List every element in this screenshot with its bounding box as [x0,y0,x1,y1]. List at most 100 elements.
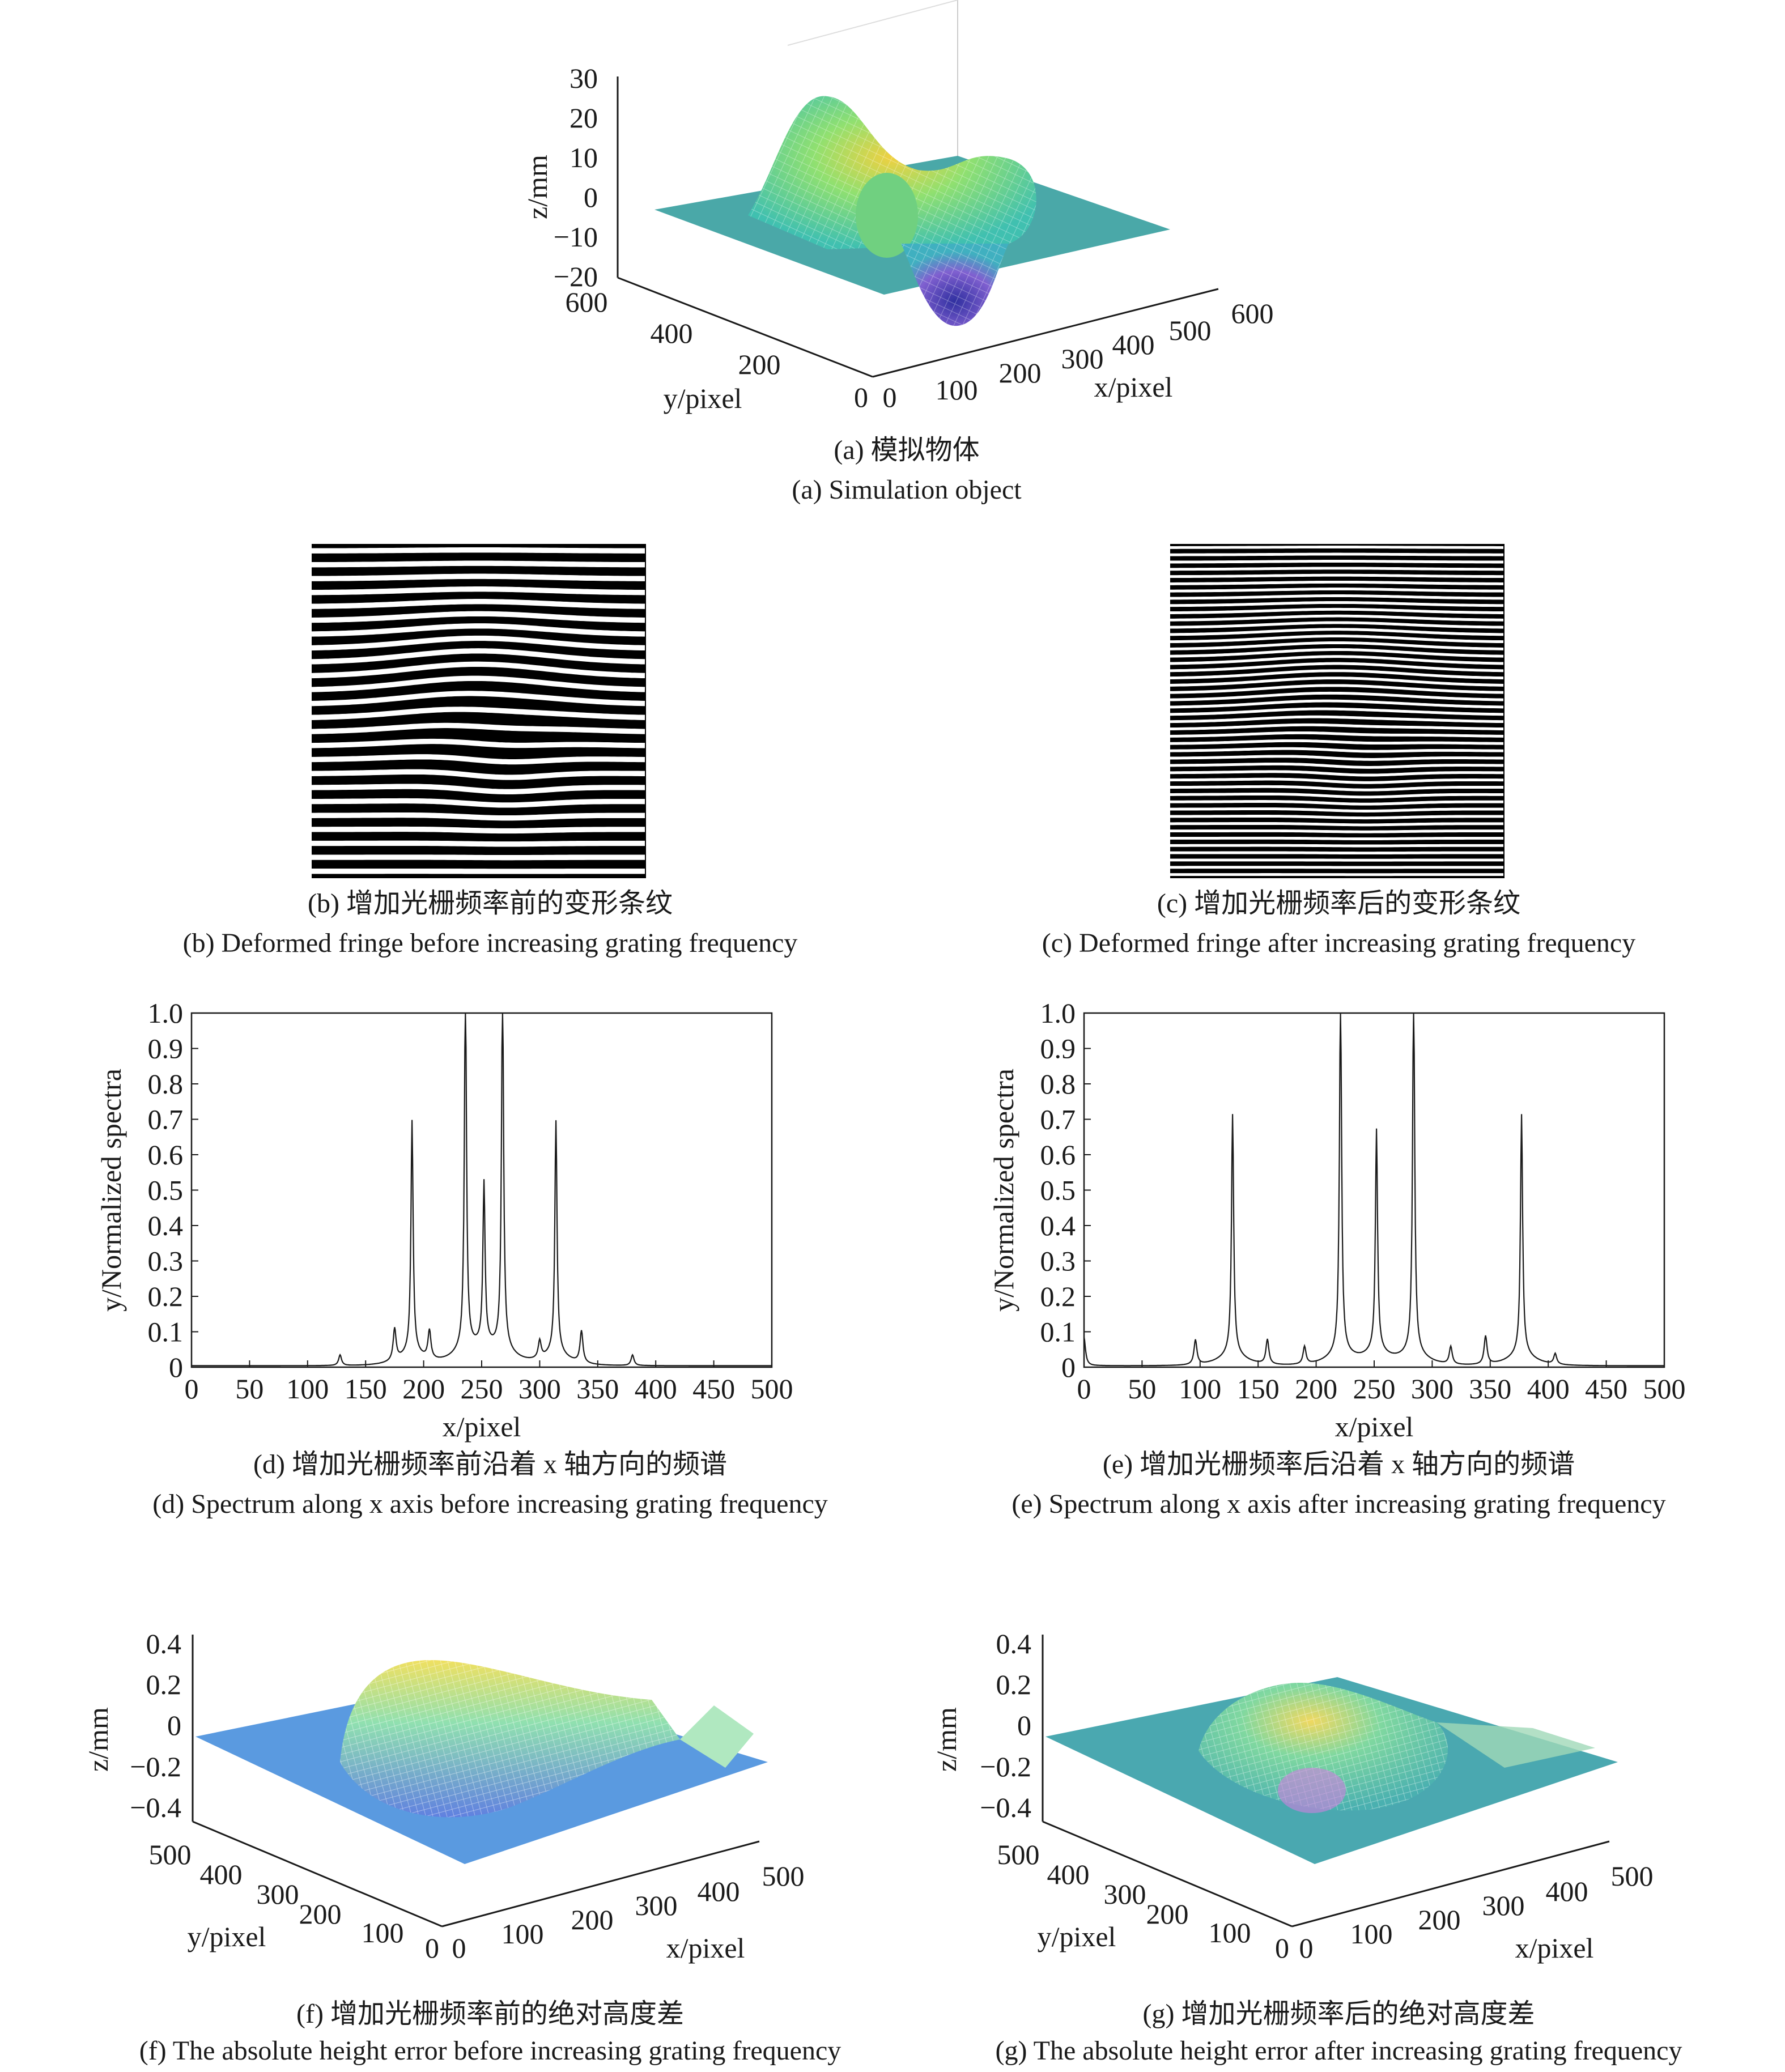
fringe-line [1170,762,1503,769]
error-ridge-edge [1436,1722,1595,1768]
z-tick-label: 0.2 [146,1669,182,1700]
spectrum-series-line [192,1012,772,1367]
y-axis-label: y/pixel [1038,1921,1116,1952]
spectrum-chart-e: 0 50 100 150 200 250 300 350 400 450 500 00.1 0.20.3… [988,997,1686,1443]
y-tick-labels: 500 400 300 200 100 0 [149,1839,440,1964]
fringe-line [311,611,645,623]
pit-mesh [901,244,1009,326]
fringe-line [1170,739,1504,745]
error-dip [1278,1768,1346,1813]
panel-f: 0.4 0.2 0 −0.2 −0.4 z/mm 500 400 300 200… [0,1620,892,2072]
y-tick-label: 0.2 [1040,1280,1076,1312]
z-tick-label: 0 [1017,1709,1031,1741]
x-tick-label: 200 [999,357,1042,389]
y-tick-labels: 600 400 200 0 [566,286,869,413]
y-tick-label: 0.2 [148,1280,184,1312]
z-tick-label: 0.2 [996,1669,1032,1700]
x-tick-label: 500 [751,1373,793,1405]
caption-d-cn: (d) 增加光栅频率前沿着 x 轴方向的频谱 [253,1449,727,1479]
z-tick-label: −0.2 [980,1751,1031,1782]
axis-box-edge [787,0,958,46]
y-tick-label: 200 [738,348,781,380]
z-axis-label: z/mm [521,155,553,219]
y-tick-label: 400 [200,1858,243,1890]
caption-c-en: (c) Deformed fringe after increasing gra… [1042,928,1636,958]
fringe-line [312,547,645,554]
fringe-line [1170,641,1504,650]
fringe-line [1170,793,1503,799]
y-tick-label: 0.3 [1040,1245,1076,1277]
fringe-background [1170,544,1504,878]
panel-d: 0 50 100 150 200 250 300 350 400 450 500 0 0.1 0.2 0.3… [0,992,892,1535]
z-tick-label: −20 [554,261,598,292]
x-tick-label: 500 [762,1860,805,1892]
fringe-image-c [1170,544,1504,878]
fringe-line [1170,614,1504,622]
y-tick-label: 0 [1061,1351,1076,1383]
y-tick-label: 0 [1275,1932,1289,1964]
error-surface-plot-g: 0.4 0.2 0 −0.2 −0.4 z/mm 500 400 300 200… [930,1628,1654,1964]
y-tick-label: 0.8 [148,1068,184,1100]
y-tick-label: 200 [1146,1898,1189,1930]
z-tick-label: −0.2 [130,1751,181,1782]
fringe-line [1170,829,1503,833]
fringe-line [1170,655,1504,665]
x-tick-labels: 0 100 200 300 400 500 600 [883,297,1274,413]
fringe-line [1170,844,1503,848]
z-tick-label: 0.4 [146,1628,182,1660]
fringe-line [311,675,645,692]
x-axis [441,1840,760,1928]
y-tick-label: 0 [854,381,868,413]
fringe-line [1170,567,1503,571]
x-tick-label: 0 [452,1932,466,1964]
y-tick-label: 0.9 [148,1033,184,1065]
plot-frame [190,1012,773,1368]
x-tick-label: 200 [1418,1904,1461,1935]
z-tick-label: 10 [570,142,598,173]
fringe-line [311,599,645,609]
caption-a-cn: (a) 模拟物体 [834,435,980,465]
fringe-line [311,635,645,651]
fringe-line [1170,707,1504,716]
y-tick-labels: 500 400 300 200 100 0 [997,1839,1290,1964]
y-tick-label: 0.3 [148,1245,184,1277]
fringe-line [312,826,645,834]
z-axis-label: z/mm [930,1707,962,1772]
x-tick-label: 450 [1585,1373,1627,1405]
y-tick-label: 0.7 [1040,1104,1076,1135]
fringe-line [312,573,645,581]
x-tick-label: 100 [1350,1918,1393,1950]
y-tick-label: 500 [997,1839,1040,1870]
fringe-line [1170,836,1503,840]
y-tick-label: 0.9 [1040,1033,1076,1065]
fringe-line [312,798,645,808]
x-tick-labels: 0 100 200 300 400 500 [1299,1860,1654,1964]
panel-b: (b) 增加光栅频率前的变形条纹 (b) Deformed fringe bef… [0,544,892,975]
fringe-line [1170,580,1503,585]
y-axis-label: y/Normalized spectra [95,1069,127,1312]
x-tick-label: 600 [1231,297,1274,329]
plot-frame [1083,1012,1665,1368]
y-tick-label: 100 [362,1917,404,1948]
y-tick-label: 1.0 [148,997,184,1029]
fringe-line [311,661,645,679]
x-tick-label: 200 [402,1373,445,1405]
panel-c: (c) 增加光栅频率后的变形条纹 (c) Deformed fringe aft… [892,544,1785,975]
y-axis [1042,1820,1293,1928]
fringe-line [312,812,645,821]
x-tick-label: 400 [698,1875,740,1907]
fringe-line [1170,677,1504,687]
x-tick-label: 400 [1527,1373,1570,1405]
caption-a-en: (a) Simulation object [792,475,1022,505]
x-tick-label: 300 [1061,343,1104,375]
error-surface-plot-f: 0.4 0.2 0 −0.2 −0.4 z/mm 500 400 300 200… [82,1628,805,1964]
caption-b-en: (b) Deformed fringe before increasing gr… [182,928,798,958]
fringe-line [311,738,645,748]
panel-g: 0.4 0.2 0 −0.2 −0.4 z/mm 500 400 300 200… [892,1620,1785,2072]
y-tick-label: 200 [299,1898,342,1930]
y-tick-label: 300 [257,1878,299,1910]
z-tick-labels: 0.4 0.2 0 −0.2 −0.4 [130,1628,181,1823]
x-tick-label: 300 [1411,1373,1454,1405]
z-tick-label: 0 [584,181,598,213]
fringe-line [1170,621,1504,629]
